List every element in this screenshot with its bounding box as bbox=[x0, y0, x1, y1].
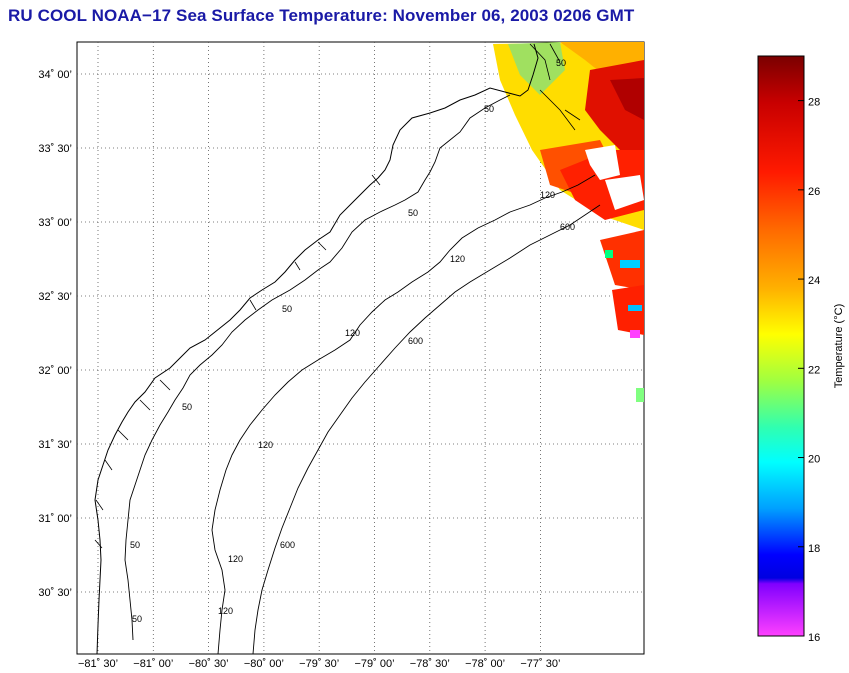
contour-label: 120 bbox=[258, 440, 273, 450]
colorbar-tick-label: 24 bbox=[808, 275, 820, 287]
contour-label: 120 bbox=[218, 606, 233, 616]
contour-label: 120 bbox=[450, 254, 465, 264]
lat-tick-label: 33˚ 30’ bbox=[38, 143, 72, 155]
sst-satellite-swath bbox=[493, 42, 644, 402]
contour-label: 600 bbox=[560, 222, 575, 232]
isobath-50m bbox=[124, 94, 511, 641]
contour-label: 50 bbox=[408, 208, 418, 218]
longitude-tick-labels: −81˚ 30’ −81˚ 00’ −80˚ 30’ −80˚ 00’ −79˚ 30’… bbox=[78, 658, 560, 670]
lon-tick-label: −80˚ 00’ bbox=[244, 658, 284, 670]
contour-label: 120 bbox=[540, 190, 555, 200]
lat-tick-label: 32˚ 00’ bbox=[38, 365, 72, 377]
colorbar bbox=[757, 55, 805, 637]
colorbar-tick-label: 26 bbox=[808, 186, 820, 198]
contour-label: 50 bbox=[484, 104, 494, 114]
isobath-600m bbox=[252, 204, 601, 655]
colorbar-tick-label: 20 bbox=[808, 454, 820, 466]
coastline-islands bbox=[94, 43, 581, 549]
contour-label: 50 bbox=[556, 58, 566, 68]
contour-label: 600 bbox=[408, 336, 423, 346]
lon-tick-label: −78˚ 30’ bbox=[410, 658, 450, 670]
lat-tick-label: 34˚ 00’ bbox=[38, 69, 72, 81]
lat-tick-label: 32˚ 30’ bbox=[38, 291, 72, 303]
lon-tick-label: −78˚ 00’ bbox=[465, 658, 505, 670]
colorbar-tick-label: 22 bbox=[808, 364, 820, 376]
lon-tick-label: −79˚ 00’ bbox=[354, 658, 394, 670]
coastline bbox=[94, 43, 539, 655]
colorbar-tick-labels: 28 26 24 22 20 18 16 bbox=[798, 97, 820, 644]
lon-tick-label: −77˚ 30’ bbox=[520, 658, 560, 670]
colorbar-label: Temperature (°C) bbox=[833, 304, 845, 388]
lat-tick-label: 30˚ 30’ bbox=[38, 587, 72, 599]
contour-label: 50 bbox=[182, 402, 192, 412]
contour-label: 50 bbox=[132, 614, 142, 624]
lon-tick-label: −80˚ 30’ bbox=[189, 658, 229, 670]
isobath-120m bbox=[211, 174, 596, 655]
contour-label: 600 bbox=[280, 540, 295, 550]
lon-tick-label: −81˚ 00’ bbox=[133, 658, 173, 670]
latitude-tick-labels: 34˚ 00’ 33˚ 30’ 33˚ 00’ 32˚ 30’ 32˚ 00’ 31˚ 3… bbox=[38, 69, 72, 599]
lat-tick-label: 31˚ 30’ bbox=[38, 439, 72, 451]
colorbar-tick-label: 16 bbox=[808, 632, 820, 644]
lat-tick-label: 31˚ 00’ bbox=[38, 513, 72, 525]
contour-label: 50 bbox=[282, 304, 292, 314]
contour-label: 120 bbox=[228, 554, 243, 564]
lon-tick-label: −81˚ 30’ bbox=[78, 658, 118, 670]
map-title: RU COOL NOAA−17 Sea Surface Temperature:… bbox=[8, 6, 635, 25]
contour-label: 120 bbox=[345, 328, 360, 338]
lon-tick-label: −79˚ 30’ bbox=[299, 658, 339, 670]
colorbar-tick-label: 28 bbox=[808, 97, 820, 109]
lat-tick-label: 33˚ 00’ bbox=[38, 217, 72, 229]
colorbar-tick-label: 18 bbox=[808, 543, 820, 555]
contour-labels: 50 50 50 50 50 50 50 120 120 120 120 120… bbox=[130, 58, 575, 624]
contour-label: 50 bbox=[130, 540, 140, 550]
